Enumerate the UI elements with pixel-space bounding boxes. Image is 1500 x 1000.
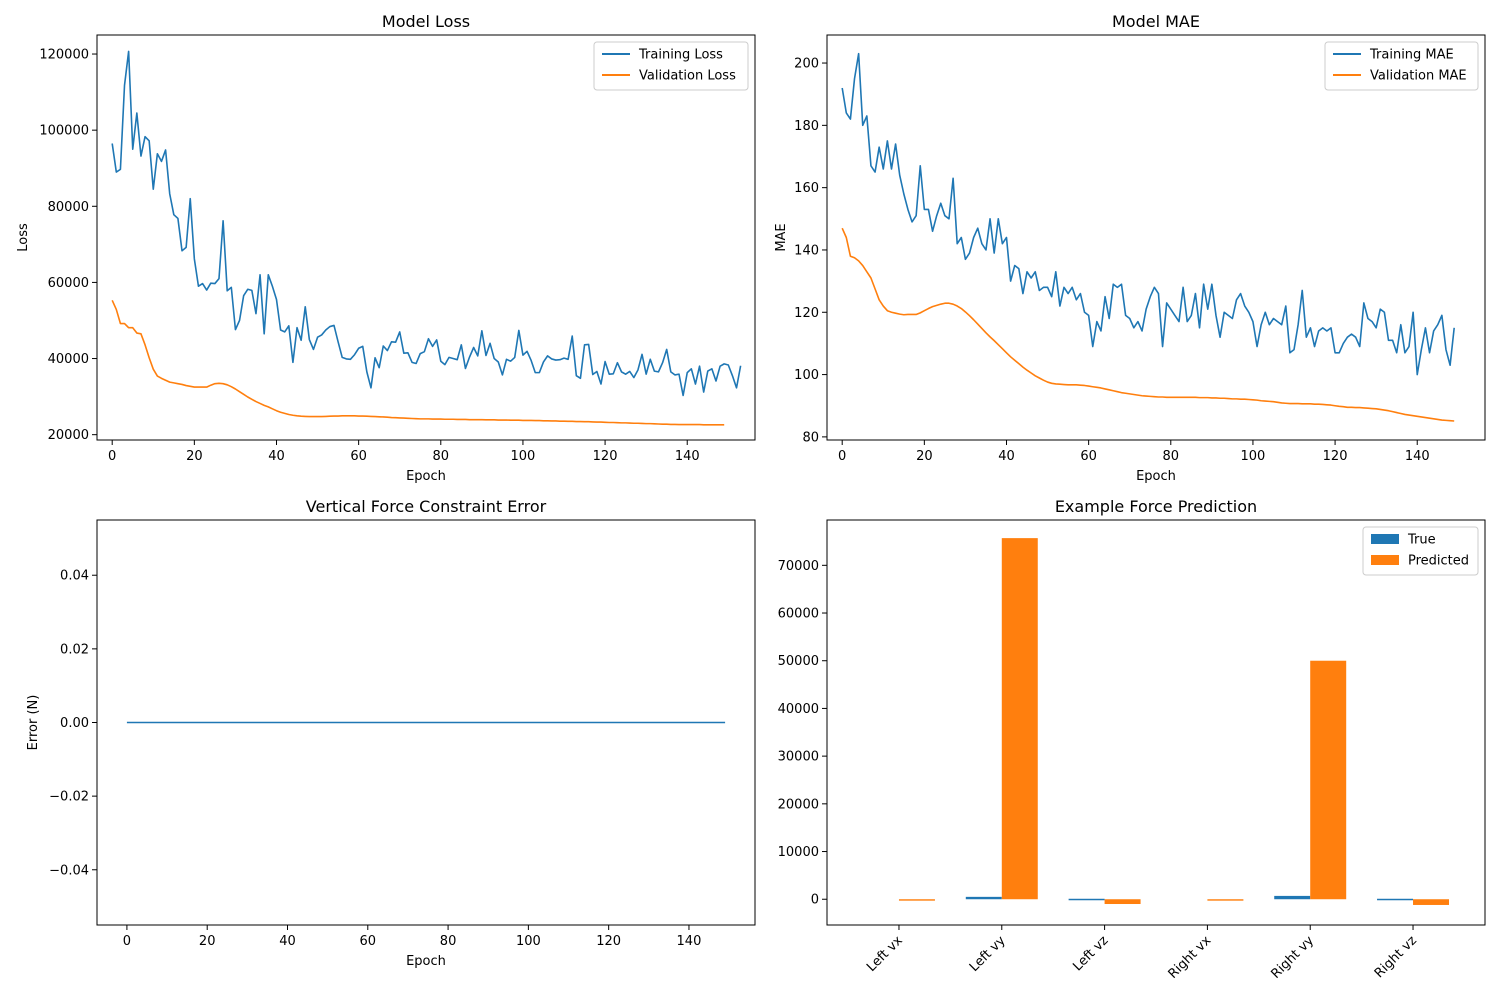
y-axis-label: Error (N): [26, 695, 41, 751]
bar: [1310, 660, 1347, 900]
x-tick-label: 120: [593, 449, 618, 464]
chart-title: Vertical Force Constraint Error: [306, 497, 547, 516]
legend-label: True: [1407, 533, 1436, 548]
x-tick-label: 0: [108, 449, 116, 464]
y-tick-label: −0.02: [49, 790, 89, 805]
y-tick-label: 100000: [39, 124, 89, 139]
x-tick-label: 40: [998, 449, 1015, 464]
chart-title: Model MAE: [1112, 12, 1200, 31]
legend-swatch: [1371, 555, 1399, 565]
y-tick-label: 60000: [48, 276, 89, 291]
x-axis-label: Epoch: [406, 954, 446, 969]
y-tick-label: 20000: [48, 428, 89, 443]
x-tick-label: 120: [1323, 449, 1348, 464]
y-tick-label: 20000: [778, 797, 819, 812]
chart-title: Example Force Prediction: [1055, 497, 1257, 516]
x-tick-label: 0: [838, 449, 846, 464]
chart-panel-4: Example Force Prediction Left vx Left vy Le…: [778, 497, 1486, 982]
chart-title: Model Loss: [382, 12, 470, 31]
x-tick-label: 60: [360, 934, 377, 949]
x-tick-label: 140: [677, 934, 702, 949]
y-tick-label: 100: [794, 368, 819, 383]
legend-box: [1324, 41, 1479, 91]
chart-panel-2: Model MAE 0 20 40 60 80 100 120 140 80 100 120 140 16…: [774, 12, 1486, 484]
x-tick-label: 20: [186, 449, 203, 464]
x-tick-label: 40: [268, 449, 285, 464]
x-tick-label: 20: [199, 934, 216, 949]
x-tick-label: Right vy: [1268, 933, 1317, 982]
y-tick-label: 120: [794, 306, 819, 321]
y-tick-label: 50000: [778, 654, 819, 669]
series-line-1: [111, 50, 742, 397]
bar: [1068, 898, 1105, 901]
y-tick-label: 40000: [48, 352, 89, 367]
legend-label: Validation MAE: [1370, 69, 1467, 84]
axes-frame: [96, 34, 756, 441]
x-tick-label: 80: [433, 449, 450, 464]
y-tick-label: 80000: [48, 200, 89, 215]
x-axis-label: Epoch: [1136, 469, 1176, 484]
y-tick-label: 60000: [778, 607, 819, 622]
legend-label: Training MAE: [1369, 48, 1454, 63]
y-tick-label: 0: [811, 893, 819, 908]
y-tick-label: 80: [802, 430, 819, 445]
bar: [898, 899, 935, 901]
x-tick-label: 100: [1241, 449, 1266, 464]
x-tick-label: 20: [916, 449, 933, 464]
axes-frame: [826, 34, 1486, 441]
y-tick-label: 70000: [778, 559, 819, 574]
x-tick-label: Right vz: [1372, 933, 1420, 981]
legend-swatch: [1371, 534, 1399, 544]
y-tick-label: 0.02: [60, 642, 89, 657]
y-axis-label: MAE: [774, 223, 789, 251]
bar: [965, 896, 1002, 900]
series-line-1: [841, 52, 1455, 376]
bar: [1001, 538, 1038, 900]
y-tick-label: 30000: [778, 750, 819, 765]
x-tick-label: 80: [1163, 449, 1180, 464]
x-tick-label: Left vx: [864, 933, 906, 975]
legend-label: Training Loss: [638, 48, 723, 63]
y-tick-label: 120000: [39, 48, 89, 63]
x-axis-label: Epoch: [406, 469, 446, 484]
legend-label: Validation Loss: [639, 69, 736, 84]
y-tick-label: 0.00: [60, 716, 89, 731]
legend-label: Predicted: [1408, 554, 1469, 569]
x-tick-label: 60: [1080, 449, 1097, 464]
bar: [1104, 899, 1141, 905]
y-tick-label: 140: [794, 243, 819, 258]
bar: [1274, 895, 1311, 900]
x-tick-label: 120: [596, 934, 621, 949]
x-tick-label: 140: [1405, 449, 1430, 464]
series-line-2: [111, 299, 725, 426]
y-tick-label: 200: [794, 57, 819, 72]
y-tick-label: 160: [794, 181, 819, 196]
y-tick-label: 180: [794, 119, 819, 134]
y-tick-label: 0.04: [60, 569, 89, 584]
axes-frame: [826, 519, 1486, 926]
y-tick-label: 10000: [778, 845, 819, 860]
bar: [1207, 899, 1244, 901]
y-tick-label: 40000: [778, 702, 819, 717]
x-tick-label: 100: [511, 449, 536, 464]
bar: [1413, 899, 1450, 905]
x-tick-label: Left vz: [1070, 933, 1111, 974]
x-tick-label: 140: [675, 449, 700, 464]
bar: [1377, 898, 1414, 901]
x-tick-label: 0: [123, 934, 131, 949]
y-axis-label: Loss: [16, 223, 31, 252]
x-tick-label: Right vx: [1166, 933, 1215, 982]
series-line-2: [841, 227, 1455, 422]
chart-panel-3: Vertical Force Constraint Error 0 20 40 60 80…: [26, 497, 756, 969]
legend-box: [593, 41, 749, 91]
y-tick-label: −0.04: [49, 863, 89, 878]
x-tick-label: 60: [350, 449, 367, 464]
x-tick-label: 100: [516, 934, 541, 949]
x-tick-label: Left vy: [967, 933, 1009, 975]
x-tick-label: 80: [440, 934, 457, 949]
chart-panel-1: Model Loss 0 20 40 60 80 100 120 140 20000 40000 60…: [16, 12, 756, 484]
x-tick-label: 40: [279, 934, 296, 949]
